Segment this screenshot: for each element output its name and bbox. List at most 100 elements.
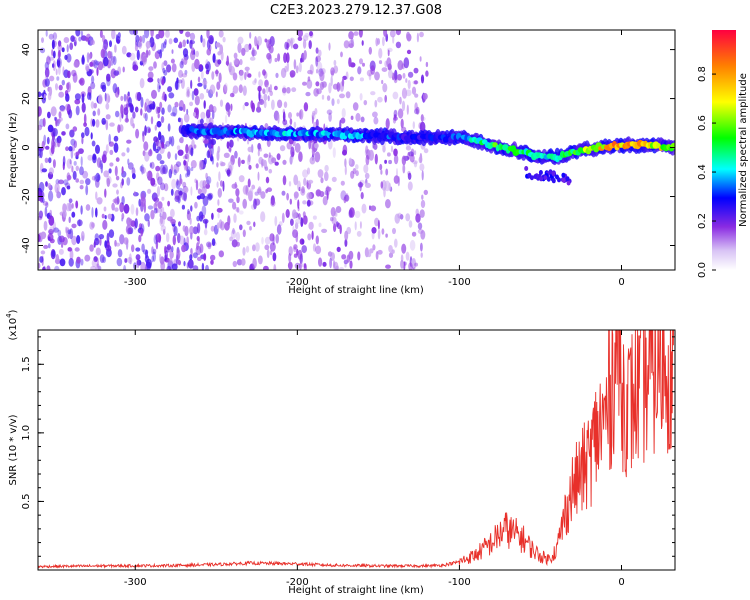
noise-speckle (370, 65, 376, 75)
noise-speckle (228, 147, 232, 152)
noise-speckle (373, 116, 379, 125)
noise-speckle (315, 81, 320, 87)
noise-speckle (374, 99, 378, 108)
noise-speckle (413, 67, 419, 74)
noise-speckle (208, 104, 214, 113)
noise-speckle (156, 186, 161, 197)
noise-speckle (153, 197, 160, 203)
noise-speckle (115, 175, 120, 181)
noise-speckle (420, 74, 425, 84)
ridge-branch (551, 178, 556, 184)
noise-speckle (98, 94, 103, 105)
noise-speckle (318, 49, 322, 57)
noise-speckle (199, 64, 203, 71)
noise-speckle (235, 231, 240, 242)
noise-speckle (217, 212, 220, 219)
noise-speckle (95, 191, 98, 200)
noise-speckle (360, 192, 364, 200)
noise-speckle (312, 243, 317, 252)
noise-speckle (84, 254, 91, 262)
noise-speckle (237, 42, 242, 54)
noise-speckle (306, 192, 312, 200)
noise-speckle (206, 241, 212, 248)
noise-speckle (93, 102, 97, 109)
noise-speckle (113, 135, 119, 142)
noise-speckle (254, 78, 257, 84)
noise-speckle (192, 112, 196, 117)
noise-speckle (100, 163, 104, 174)
noise-speckle (65, 226, 68, 234)
noise-speckle (303, 50, 307, 60)
noise-speckle (352, 168, 357, 175)
noise-speckle (247, 139, 250, 145)
noise-speckle (46, 265, 51, 270)
noise-speckle (314, 142, 319, 149)
noise-speckle (140, 196, 146, 207)
noise-speckle (399, 96, 402, 105)
noise-speckle (156, 153, 162, 161)
noise-speckle (52, 127, 58, 137)
noise-speckle (290, 38, 293, 49)
noise-speckle (292, 229, 299, 239)
noise-speckle (183, 186, 189, 194)
noise-speckle (174, 80, 180, 91)
noise-speckle (95, 247, 101, 256)
noise-speckle (200, 118, 204, 125)
noise-speckle (189, 39, 193, 49)
noise-speckle (51, 49, 54, 57)
noise-speckle (386, 47, 393, 53)
noise-speckle (155, 106, 159, 115)
noise-speckle (93, 241, 96, 248)
noise-speckle (306, 79, 313, 89)
noise-speckle (194, 58, 200, 70)
noise-speckle (134, 106, 139, 113)
ridge-branch (557, 177, 561, 183)
noise-speckle (130, 203, 135, 215)
noise-speckle (149, 162, 152, 168)
noise-speckle (419, 163, 425, 171)
x-tick-label: 0 (618, 577, 624, 588)
noise-speckle (74, 93, 81, 101)
noise-speckle (298, 151, 303, 162)
noise-speckle (132, 64, 139, 71)
noise-speckle (81, 93, 85, 104)
noise-speckle (271, 99, 275, 111)
noise-speckle (285, 209, 290, 218)
noise-speckle (62, 210, 67, 218)
noise-speckle (121, 152, 126, 157)
noise-speckle (348, 157, 353, 165)
noise-speckle (303, 177, 307, 186)
noise-speckle (315, 47, 319, 54)
noise-speckle (333, 59, 337, 66)
noise-speckle (96, 257, 99, 268)
noise-speckle (275, 72, 279, 78)
noise-speckle (141, 243, 145, 253)
noise-speckle (49, 209, 52, 216)
noise-speckle (230, 229, 237, 239)
x-tick-label: -100 (448, 277, 471, 288)
noise-speckle (299, 109, 304, 120)
noise-speckle (368, 149, 374, 161)
ridge-branch (539, 176, 544, 182)
ridge-branch (551, 171, 556, 177)
noise-speckle (258, 79, 263, 87)
noise-speckle (216, 222, 220, 230)
ridge-branch (533, 174, 538, 180)
noise-speckle (315, 235, 319, 245)
noise-speckle (176, 178, 179, 186)
noise-speckle (387, 49, 390, 57)
noise-speckle (190, 160, 197, 169)
noise-speckle (335, 221, 339, 228)
noise-speckle (289, 118, 293, 125)
noise-speckle (44, 67, 50, 78)
noise-speckle (233, 52, 238, 59)
noise-speckle (217, 188, 222, 198)
ridge-branch (566, 180, 571, 186)
noise-speckle (142, 54, 148, 65)
noise-speckle (134, 218, 138, 229)
noise-speckle (150, 116, 154, 125)
noise-speckle (303, 263, 307, 269)
noise-speckle (262, 88, 266, 95)
noise-speckle (144, 30, 150, 39)
noise-speckle (66, 158, 73, 169)
